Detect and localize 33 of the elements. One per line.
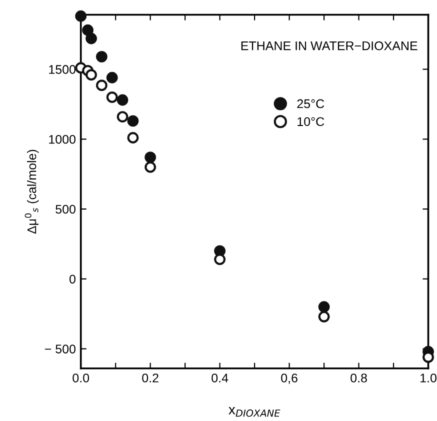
point (116, 111, 128, 122)
x-tick-label: 0.8 (350, 374, 367, 382)
point (127, 115, 139, 127)
point (106, 72, 118, 84)
x-tick-label: 0.4 (212, 374, 228, 382)
point (86, 32, 97, 44)
point (86, 69, 97, 81)
point (96, 80, 108, 92)
y-tick-label: 500 (56, 204, 76, 214)
x-tick-label: 1.0 (420, 374, 436, 382)
legend-label: 10°C (298, 117, 324, 126)
point (214, 254, 226, 266)
legend-label: 25°C (297, 99, 324, 108)
annotation: ETHANE IN WATER−DIOXANE (241, 41, 418, 50)
y-axis-title: Δμ$^{0}$$_{s}$ (cal/mole) (24, 150, 39, 234)
point (75, 10, 87, 22)
point (96, 50, 108, 62)
point (318, 310, 330, 322)
y-tick-label: 1000 (49, 134, 76, 144)
y-tick-label: 0 (70, 274, 76, 284)
point (82, 24, 94, 36)
x-axis-title: x$_{DIOXANE}$ (228, 407, 280, 417)
point (106, 92, 118, 103)
point (127, 132, 139, 144)
point (144, 161, 156, 173)
x-tick-label: 0.0 (72, 374, 90, 382)
y-tick-label: − 500 (44, 344, 76, 354)
point (116, 94, 128, 106)
x-tick-label: 0.2 (142, 374, 158, 382)
point (144, 152, 156, 164)
point (318, 301, 330, 313)
y-tick-label: 1500 (49, 65, 76, 74)
x-tick-label: 0,6 (281, 374, 298, 384)
